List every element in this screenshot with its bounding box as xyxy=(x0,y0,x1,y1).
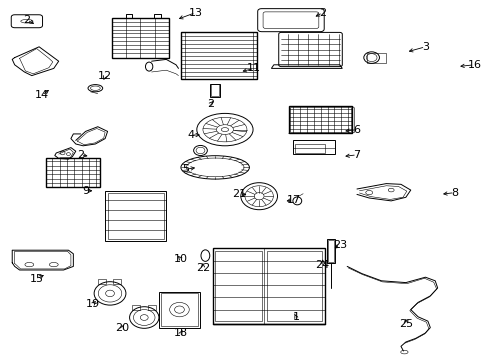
Bar xyxy=(113,279,121,284)
Text: 2: 2 xyxy=(206,99,213,109)
Text: 17: 17 xyxy=(286,195,300,205)
Bar xyxy=(181,32,184,79)
Text: 22: 22 xyxy=(195,263,210,273)
Bar xyxy=(159,292,200,328)
Bar xyxy=(252,32,256,79)
Text: 11: 11 xyxy=(247,63,261,73)
Text: 23: 23 xyxy=(332,240,346,250)
Bar xyxy=(105,191,166,241)
Text: 21: 21 xyxy=(232,189,246,199)
Bar xyxy=(289,107,350,132)
Bar xyxy=(295,144,324,153)
Text: 16: 16 xyxy=(467,60,480,70)
Bar xyxy=(98,279,105,284)
Text: 14: 14 xyxy=(35,90,48,100)
Bar xyxy=(112,18,168,58)
Text: 1: 1 xyxy=(292,312,299,322)
Bar xyxy=(46,158,100,187)
Bar xyxy=(211,84,219,96)
Bar xyxy=(147,305,155,310)
Text: 24: 24 xyxy=(315,260,329,270)
Bar xyxy=(107,193,163,239)
Bar xyxy=(210,84,220,97)
Bar xyxy=(288,106,351,133)
Bar xyxy=(181,32,256,79)
Bar xyxy=(266,251,322,321)
Bar xyxy=(293,140,334,154)
Text: 2: 2 xyxy=(77,150,84,160)
Text: 2: 2 xyxy=(23,15,30,25)
Text: 20: 20 xyxy=(115,323,129,333)
Text: 9: 9 xyxy=(82,186,89,196)
Text: 13: 13 xyxy=(188,8,202,18)
Text: 3: 3 xyxy=(421,42,428,52)
Text: 2: 2 xyxy=(319,8,325,18)
Text: 8: 8 xyxy=(450,188,457,198)
Text: 5: 5 xyxy=(182,164,189,174)
Text: 10: 10 xyxy=(174,254,187,264)
Bar xyxy=(326,239,335,263)
Bar xyxy=(132,305,140,310)
Text: 19: 19 xyxy=(86,299,100,309)
Bar xyxy=(366,53,386,63)
Text: 25: 25 xyxy=(398,319,412,329)
Text: 18: 18 xyxy=(174,328,187,338)
Bar xyxy=(215,251,261,321)
Text: 15: 15 xyxy=(30,274,43,284)
Bar xyxy=(161,293,198,326)
Text: 12: 12 xyxy=(98,71,112,81)
Bar xyxy=(327,240,334,262)
Bar xyxy=(212,248,325,324)
Text: 4: 4 xyxy=(187,130,194,140)
Text: 7: 7 xyxy=(353,150,360,160)
Text: 6: 6 xyxy=(353,125,360,135)
